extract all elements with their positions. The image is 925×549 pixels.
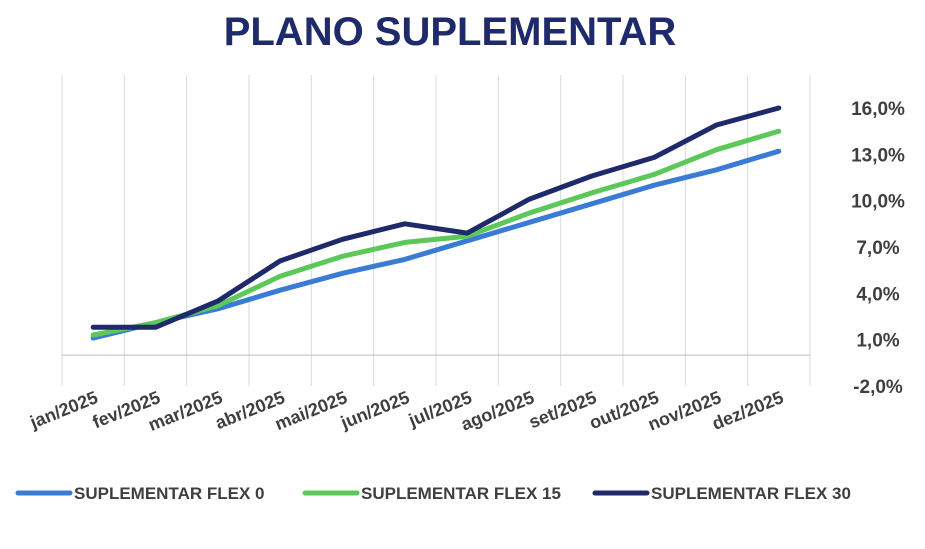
y-tick-label: -2,0% <box>853 377 903 398</box>
series-line <box>90 128 782 338</box>
y-tick-label: 4,0% <box>856 284 899 305</box>
y-tick-label: 16,0% <box>851 99 905 120</box>
y-axis-ticks: -2,0% 1,0% 4,0% 7,0% 10,0% 13,0% 16,0% <box>851 99 905 398</box>
legend-label: SUPLEMENTAR FLEX 30 <box>651 484 851 503</box>
x-tick-label: jun/2025 <box>337 387 412 433</box>
y-tick-label: 10,0% <box>851 192 905 213</box>
y-tick-label: 7,0% <box>856 238 899 259</box>
legend: SUPLEMENTAR FLEX 0 SUPLEMENTAR FLEX 15 SUP… <box>15 484 851 503</box>
x-tick-label: set/2025 <box>526 387 599 432</box>
x-tick-label: dez/2025 <box>709 387 786 434</box>
series-line <box>90 105 782 330</box>
chart-title: PLANO SUPLEMENTAR <box>224 10 677 54</box>
x-axis-ticks: jan/2025fev/2025mar/2025abr/2025mai/2025… <box>26 387 786 435</box>
y-tick-label: 1,0% <box>856 331 899 352</box>
x-tick-label: mai/2025 <box>272 387 350 434</box>
x-tick-label: jan/2025 <box>26 387 100 433</box>
legend-label: SUPLEMENTAR FLEX 0 <box>74 484 264 503</box>
legend-label: SUPLEMENTAR FLEX 15 <box>361 484 561 503</box>
series-lines <box>90 105 782 341</box>
y-tick-label: 13,0% <box>851 145 905 166</box>
